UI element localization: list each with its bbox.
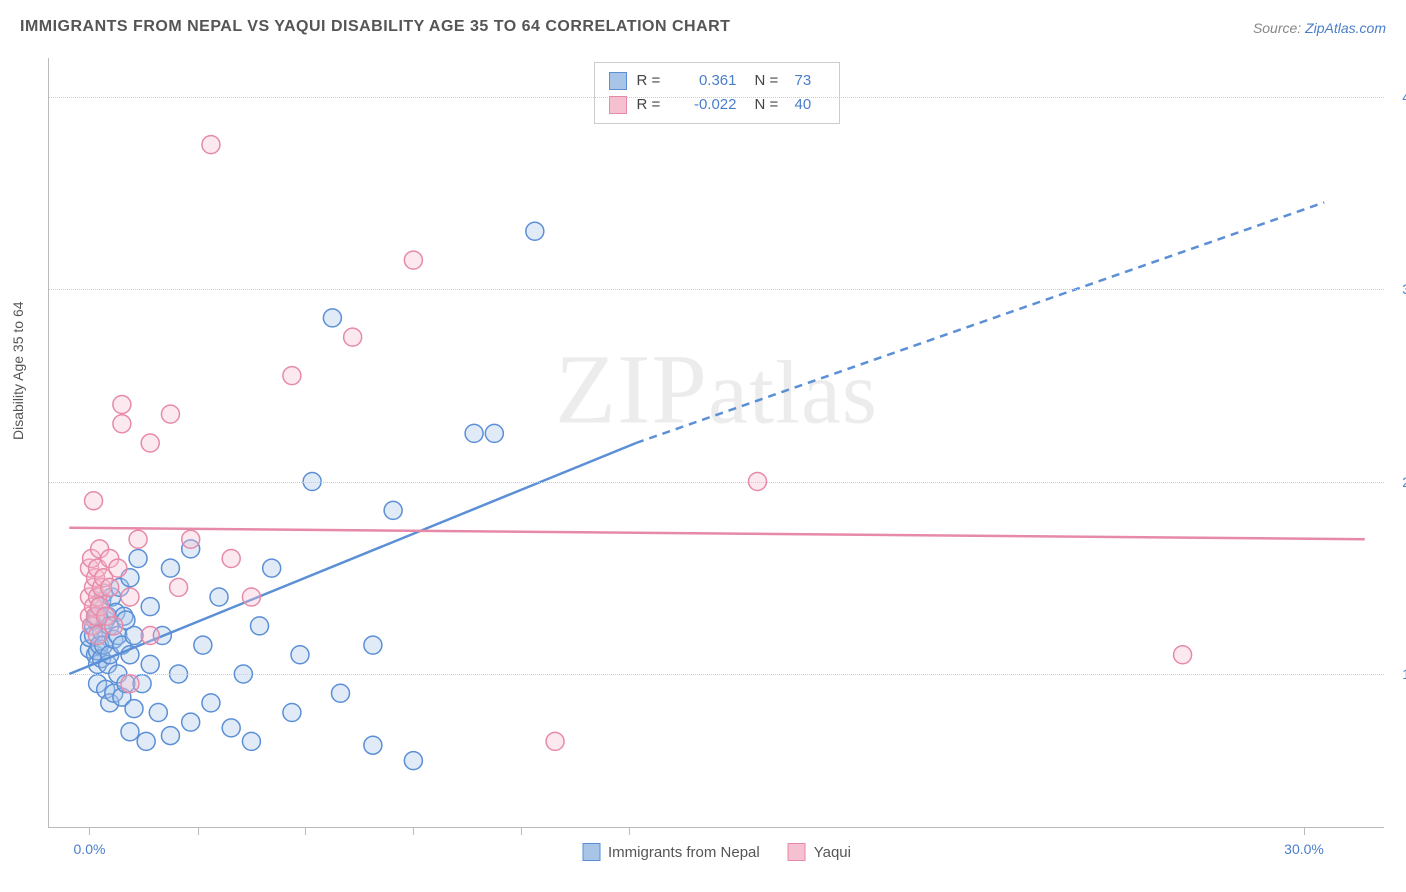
data-point [121, 675, 139, 693]
correlation-legend: R =0.361N =73R =-0.022N =40 [594, 62, 840, 124]
legend-label: Immigrants from Nepal [608, 844, 760, 861]
x-tick [413, 827, 414, 835]
data-point [141, 627, 159, 645]
gridline [49, 482, 1384, 483]
data-point [222, 550, 240, 568]
n-value: 73 [795, 69, 825, 93]
data-point [404, 752, 422, 770]
legend-item: Immigrants from Nepal [582, 843, 760, 861]
legend-label: Yaqui [814, 844, 851, 861]
y-tick-label: 30.0% [1402, 281, 1406, 297]
data-point [141, 598, 159, 616]
gridline [49, 97, 1384, 98]
data-point [222, 719, 240, 737]
data-point [141, 434, 159, 452]
trend-line [69, 528, 1365, 540]
data-point [109, 559, 127, 577]
x-tick-label: 0.0% [74, 841, 106, 857]
source-credit: Source: ZipAtlas.com [1253, 20, 1386, 36]
y-tick-label: 40.0% [1402, 89, 1406, 105]
data-point [251, 617, 269, 635]
data-point [210, 588, 228, 606]
data-point [364, 636, 382, 654]
gridline [49, 674, 1384, 675]
legend-swatch [609, 72, 627, 90]
legend-swatch [582, 843, 600, 861]
r-label: R = [637, 69, 667, 93]
data-point [161, 727, 179, 745]
legend-swatch [609, 96, 627, 114]
data-point [161, 405, 179, 423]
data-point [384, 501, 402, 519]
x-tick [198, 827, 199, 835]
data-point [323, 309, 341, 327]
data-point [242, 732, 260, 750]
data-point [137, 732, 155, 750]
n-label: N = [755, 69, 785, 93]
data-point [121, 723, 139, 741]
data-point [125, 700, 143, 718]
data-point [364, 736, 382, 754]
x-tick [629, 827, 630, 835]
data-point [161, 559, 179, 577]
data-point [113, 415, 131, 433]
data-point [149, 704, 167, 722]
series-legend: Immigrants from Nepal Yaqui [582, 843, 851, 861]
data-point [263, 559, 281, 577]
legend-row: R = 0.361 N = 73 [609, 69, 825, 93]
data-point [105, 617, 123, 635]
legend-item: Yaqui [788, 843, 851, 861]
gridline [49, 289, 1384, 290]
data-point [202, 136, 220, 154]
scatter-svg [49, 58, 1384, 827]
data-point [129, 550, 147, 568]
data-point [182, 713, 200, 731]
data-point [202, 694, 220, 712]
data-point [194, 636, 212, 654]
legend-swatch [788, 843, 806, 861]
x-tick [89, 827, 90, 835]
data-point [344, 328, 362, 346]
data-point [242, 588, 260, 606]
data-point [546, 732, 564, 750]
data-point [182, 530, 200, 548]
x-tick-label: 30.0% [1284, 841, 1324, 857]
data-point [101, 578, 119, 596]
data-point [125, 627, 143, 645]
data-point [170, 578, 188, 596]
data-point [291, 646, 309, 664]
r-value: 0.361 [677, 69, 737, 93]
data-point [85, 492, 103, 510]
y-tick-label: 10.0% [1402, 666, 1406, 682]
y-axis-label: Disability Age 35 to 64 [10, 301, 26, 440]
chart-plot-area: ZIPatlas R =0.361N =73R =-0.022N =40 Imm… [48, 58, 1384, 828]
trend-line-dashed [636, 202, 1324, 443]
x-tick [1304, 827, 1305, 835]
source-prefix: Source: [1253, 20, 1305, 36]
data-point [331, 684, 349, 702]
data-point [404, 251, 422, 269]
data-point [141, 655, 159, 673]
data-point [121, 588, 139, 606]
data-point [113, 396, 131, 414]
data-point [526, 222, 544, 240]
data-point [465, 424, 483, 442]
data-point [283, 704, 301, 722]
data-point [1174, 646, 1192, 664]
data-point [283, 367, 301, 385]
y-tick-label: 20.0% [1402, 474, 1406, 490]
data-point [89, 627, 107, 645]
x-tick [305, 827, 306, 835]
data-point [129, 530, 147, 548]
data-point [485, 424, 503, 442]
chart-title: IMMIGRANTS FROM NEPAL VS YAQUI DISABILIT… [20, 18, 730, 36]
source-link[interactable]: ZipAtlas.com [1305, 20, 1386, 36]
x-tick [521, 827, 522, 835]
